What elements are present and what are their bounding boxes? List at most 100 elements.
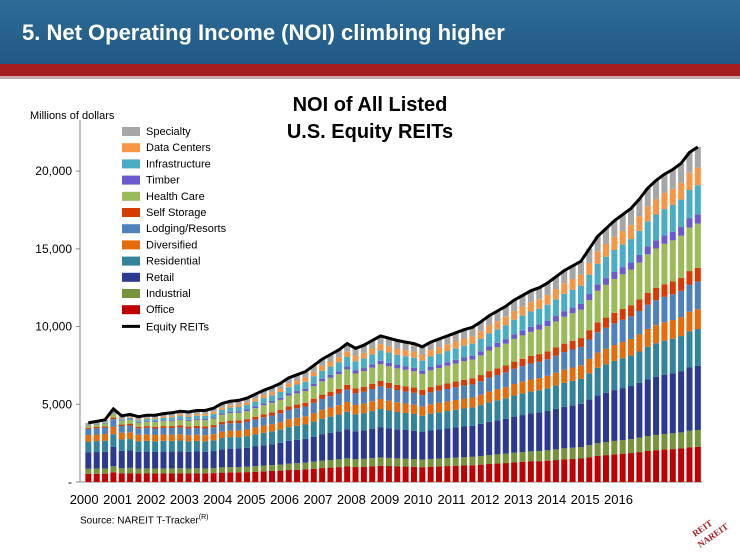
- bar-segment-office: [385, 466, 392, 482]
- bar-segment-self-storage: [85, 427, 92, 429]
- bar-segment-office: [427, 466, 434, 482]
- bar-segment-industrial: [552, 449, 559, 461]
- bar-segment-diversified: [394, 402, 401, 412]
- bar-segment-diversified: [360, 403, 367, 414]
- bar-segment-data-centers: [469, 336, 476, 344]
- accent-line: [0, 76, 740, 79]
- bar-segment-health-care: [502, 343, 509, 366]
- bar-segment-diversified: [285, 419, 292, 428]
- bar-segment-self-storage: [586, 330, 593, 340]
- bar-segment-data-centers: [127, 417, 134, 418]
- legend-swatch: [122, 289, 140, 298]
- bar-segment-self-storage: [193, 425, 200, 428]
- bar-segment-self-storage: [118, 424, 125, 427]
- bar-segment-residential: [269, 431, 276, 445]
- bar-segment-lodging-resorts: [335, 393, 342, 406]
- bar-segment-industrial: [669, 433, 676, 450]
- bar-segment-lodging-resorts: [135, 428, 142, 435]
- bar-segment-timber: [544, 320, 551, 327]
- bar-segment-specialty: [502, 306, 509, 317]
- bar-segment-specialty: [344, 343, 351, 352]
- bar-segment-industrial: [461, 457, 468, 466]
- bar-segment-timber: [185, 419, 192, 421]
- bar-segment-infrastructure: [168, 417, 175, 420]
- bar-segment-residential: [686, 331, 693, 368]
- bar-segment-specialty: [369, 340, 376, 349]
- bar-segment-retail: [419, 432, 426, 460]
- bar-segment-lodging-resorts: [427, 392, 434, 405]
- bar-segment-industrial: [152, 468, 159, 474]
- bar-segment-specialty: [678, 163, 685, 183]
- bar-segment-industrial: [427, 458, 434, 467]
- bar-segment-health-care: [335, 374, 342, 389]
- bar-segment-lodging-resorts: [168, 427, 175, 435]
- bar-segment-data-centers: [285, 383, 292, 388]
- bar-segment-industrial: [118, 468, 125, 474]
- bar-segment-health-care: [394, 368, 401, 385]
- bar-segment-diversified: [427, 404, 434, 414]
- bar-segment-health-care: [127, 419, 134, 424]
- bar-segment-residential: [218, 438, 225, 450]
- bar-segment-office: [302, 469, 309, 482]
- bar-segment-industrial: [636, 437, 643, 453]
- bar-segment-industrial: [185, 468, 192, 474]
- bar-segment-residential: [360, 413, 367, 431]
- bar-segment-data-centers: [486, 325, 493, 334]
- bar-segment-office: [444, 466, 451, 482]
- bar-segment-infrastructure: [310, 376, 317, 384]
- bar-segment-health-care: [110, 413, 117, 418]
- bar-segment-diversified: [235, 430, 242, 438]
- bar-segment-residential: [602, 364, 609, 393]
- bar-segment-office: [511, 462, 518, 482]
- bar-segment-self-storage: [235, 420, 242, 424]
- bar-segment-self-storage: [344, 384, 351, 390]
- bar-segment-retail: [310, 436, 317, 462]
- bar-segment-office: [678, 448, 685, 482]
- bar-segment-data-centers: [185, 415, 192, 417]
- bar-segment-lodging-resorts: [85, 428, 92, 436]
- bar-segment-diversified: [511, 384, 518, 396]
- bar-segment-diversified: [477, 394, 484, 406]
- bar-segment-self-storage: [127, 423, 134, 426]
- legend-label: Self Storage: [146, 207, 207, 219]
- bar-segment-diversified: [436, 402, 443, 413]
- bar-segment-residential: [118, 439, 125, 451]
- bar-segment-data-centers: [227, 405, 234, 408]
- bar-segment-data-centers: [678, 182, 685, 200]
- bar-segment-lodging-resorts: [102, 427, 109, 435]
- bar-segment-industrial: [344, 458, 351, 467]
- bar-segment-diversified: [227, 430, 234, 438]
- bar-segment-data-centers: [619, 230, 626, 245]
- bar-segment-industrial: [385, 457, 392, 467]
- bar-segment-health-care: [436, 368, 443, 386]
- bar-segment-infrastructure: [602, 256, 609, 279]
- bar-segment-infrastructure: [235, 407, 242, 412]
- bar-segment-infrastructure: [544, 304, 551, 321]
- bar-segment-lodging-resorts: [436, 390, 443, 403]
- bar-segment-office: [561, 459, 568, 482]
- bar-segment-industrial: [544, 450, 551, 461]
- bar-segment-health-care: [227, 413, 234, 421]
- bar-segment-retail: [486, 421, 493, 456]
- bar-segment-office: [694, 446, 701, 482]
- bar-segment-health-care: [628, 269, 635, 306]
- bar-segment-diversified: [519, 381, 526, 394]
- bar-segment-retail: [410, 430, 417, 460]
- bar-segment-retail: [644, 379, 651, 437]
- bar-segment-diversified: [644, 328, 651, 347]
- bar-segment-health-care: [410, 371, 417, 388]
- bar-segment-lodging-resorts: [110, 419, 117, 427]
- bar-segment-health-care: [452, 363, 459, 382]
- bar-segment-retail: [285, 440, 292, 464]
- bar-segment-office: [544, 460, 551, 482]
- bar-segment-diversified: [669, 320, 676, 339]
- bar-segment-data-centers: [352, 355, 359, 362]
- bar-segment-health-care: [210, 418, 217, 426]
- bar-segment-specialty: [193, 410, 200, 414]
- bar-segment-diversified: [661, 322, 668, 341]
- bar-segment-industrial: [193, 468, 200, 474]
- bar-segment-data-centers: [436, 347, 443, 354]
- bar-segment-health-care: [494, 347, 501, 369]
- bar-segment-specialty: [477, 321, 484, 332]
- bar-segment-self-storage: [611, 312, 618, 324]
